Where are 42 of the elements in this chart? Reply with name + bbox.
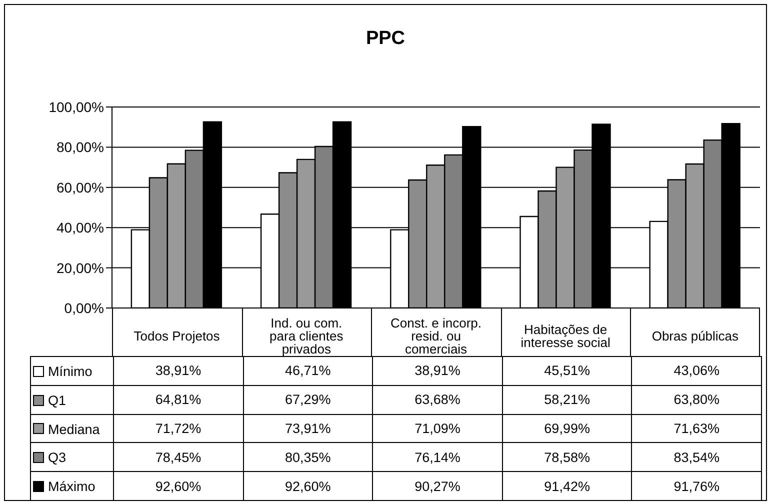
data-label: 63,80% xyxy=(632,385,762,414)
data-label: 90,27% xyxy=(372,472,502,500)
data-label: 71,72% xyxy=(114,414,244,443)
data-label: 83,54% xyxy=(632,442,762,472)
data-label: 91,42% xyxy=(502,472,632,500)
legend-label: Q1 xyxy=(48,392,66,408)
y-tick-label: 100,00% xyxy=(48,98,104,115)
x-tick-label: Obras públicas xyxy=(652,328,740,344)
data-label: 38,91% xyxy=(114,356,244,386)
legend-label: Máximo xyxy=(48,479,96,494)
data-label: 78,45% xyxy=(114,442,244,472)
data-label: 92,60% xyxy=(243,472,373,500)
data-label: 71,63% xyxy=(632,414,762,443)
data-label: 64,81% xyxy=(114,385,244,414)
y-tick-label: 80,00% xyxy=(56,139,104,156)
data-label: 92,60% xyxy=(114,472,244,500)
data-label: 71,09% xyxy=(372,414,502,443)
data-label: 46,71% xyxy=(243,356,373,386)
x-tick-label: Ind. ou com. para clientes privados xyxy=(270,316,344,357)
y-tick-label: 0,00% xyxy=(64,300,104,316)
y-tick-label: 20,00% xyxy=(56,260,104,276)
data-label: 78,58% xyxy=(502,442,632,472)
chart-title: PPC xyxy=(364,28,406,50)
data-label: 67,29% xyxy=(243,385,373,414)
data-label: 43,06% xyxy=(632,356,762,386)
data-label: 73,91% xyxy=(243,414,373,443)
data-label: 80,35% xyxy=(243,442,373,472)
x-tick-label: Todos Projetos xyxy=(134,328,220,344)
data-label: 38,91% xyxy=(372,356,502,386)
data-label: 69,99% xyxy=(502,414,632,443)
legend-label: Q3 xyxy=(48,450,66,466)
y-tick-label: 60,00% xyxy=(56,179,104,196)
data-label: 91,76% xyxy=(632,472,762,500)
x-tick-label: Const. e incorp. resid. ou comerciais xyxy=(390,316,482,357)
legend-label: Mínimo xyxy=(48,364,92,379)
x-tick-label: Habitações de interesse social xyxy=(520,322,611,350)
data-label: 76,14% xyxy=(372,442,502,472)
data-label: 63,68% xyxy=(372,385,502,414)
y-tick-label: 40,00% xyxy=(56,220,104,236)
legend-label: Mediana xyxy=(48,421,100,436)
data-label: 58,21% xyxy=(502,385,632,414)
data-label: 45,51% xyxy=(502,356,632,386)
